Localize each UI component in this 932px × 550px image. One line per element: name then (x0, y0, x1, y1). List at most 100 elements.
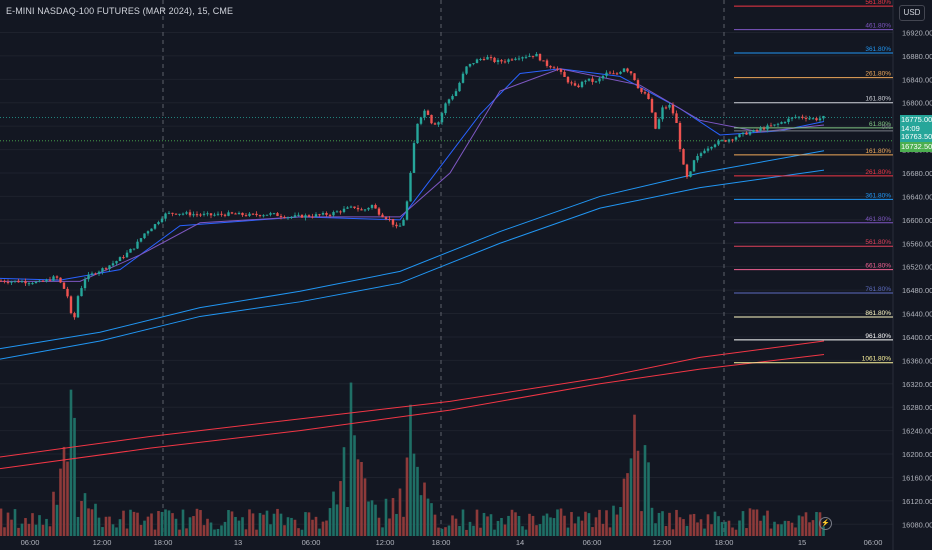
volume-bar (181, 509, 185, 536)
volume-bar (111, 524, 115, 536)
lightning-icon[interactable]: ⚡ (819, 517, 832, 530)
candle-body (276, 213, 279, 217)
candle-body (409, 172, 412, 202)
volume-bar (668, 512, 671, 536)
volume-bar (748, 508, 752, 536)
volume-bar (759, 520, 762, 536)
candle-body (643, 92, 647, 94)
candle-body (794, 116, 797, 118)
volume-bar (335, 504, 339, 536)
volume-bar (552, 518, 556, 536)
volume-bar (545, 513, 549, 536)
candle-body (559, 69, 563, 72)
volume-bar (713, 511, 717, 536)
candle-body (311, 216, 314, 218)
time-tick-label: 12:00 (93, 538, 112, 547)
candle-body (766, 125, 769, 130)
volume-bar (307, 512, 311, 536)
candle-body (500, 60, 503, 62)
candle-body (342, 208, 346, 212)
volume-bar (647, 462, 650, 536)
volume-bar (468, 521, 472, 536)
fib-level-label: 261.80% (865, 71, 891, 78)
volume-bar (710, 524, 713, 536)
candle-body (10, 281, 13, 283)
volume-bar (104, 516, 108, 536)
volume-bar (773, 521, 776, 536)
candle-body (433, 123, 437, 125)
candle-body (230, 212, 234, 214)
candle-body (356, 207, 360, 210)
candle-body (80, 288, 83, 297)
price-tick-label: 16160.00 (902, 473, 932, 482)
candle-body (73, 313, 76, 318)
candle-body (647, 93, 650, 100)
candle-body (552, 67, 556, 69)
volume-bar (633, 414, 636, 536)
volume-bar (398, 488, 402, 536)
volume-bar (255, 529, 258, 536)
candle-body (346, 207, 349, 209)
volume-bar (731, 527, 734, 536)
volume-bar (808, 522, 811, 536)
volume-bar (276, 508, 279, 536)
candle-body (451, 95, 454, 100)
volume-bar (444, 527, 447, 536)
candle-body (804, 117, 808, 119)
volume-bar (528, 513, 531, 536)
candle-body (664, 107, 668, 109)
fib-level-label: 161.80% (865, 148, 891, 155)
volume-bar (87, 508, 90, 536)
candle-body (318, 214, 321, 216)
volume-bar (678, 517, 682, 536)
volume-bar (374, 504, 377, 536)
candle-body (227, 212, 230, 216)
candle-body (584, 80, 587, 82)
volume-bar (423, 482, 426, 536)
volume-bar (321, 521, 325, 536)
fib-level-label: 561.80% (865, 239, 891, 246)
volume-bar (174, 518, 178, 536)
volume-bar (265, 510, 269, 536)
volume-bar (146, 516, 150, 536)
volume-bar (573, 523, 577, 536)
volume-bar (570, 512, 573, 536)
candle-body (360, 209, 363, 211)
volume-bar (454, 518, 458, 536)
volume-bar (626, 473, 629, 536)
volume-bar (349, 382, 353, 536)
volume-bar (6, 512, 10, 536)
volume-bar (237, 520, 241, 536)
candle-body (111, 263, 115, 266)
candle-body (97, 271, 101, 274)
candle-body (24, 281, 27, 284)
candle-body (797, 116, 801, 118)
candle-body (689, 171, 692, 177)
volume-bar (605, 510, 608, 536)
candle-body (262, 215, 265, 217)
volume-bar (122, 510, 125, 536)
moving-average-line (0, 354, 825, 470)
volume-bar (342, 447, 346, 536)
candle-body (160, 218, 164, 223)
candle-body (353, 206, 356, 208)
candle-body (615, 73, 619, 75)
volume-bar (815, 511, 818, 536)
candle-body (496, 60, 500, 63)
price-tick-label: 16880.00 (902, 52, 932, 61)
candle-body (507, 59, 510, 62)
price-tick-label: 16240.00 (902, 427, 932, 436)
volume-bar (262, 514, 265, 536)
candle-body (283, 216, 286, 218)
candle-body (234, 213, 237, 215)
volume-bar (643, 445, 647, 536)
volume-bar (671, 529, 675, 536)
candle-body (759, 128, 762, 131)
volume-bar (419, 495, 423, 536)
currency-button[interactable]: USD (899, 5, 925, 21)
volume-bar (486, 516, 489, 536)
volume-bar (465, 529, 468, 536)
volume-bar (650, 507, 654, 536)
volume-bar (696, 522, 699, 536)
